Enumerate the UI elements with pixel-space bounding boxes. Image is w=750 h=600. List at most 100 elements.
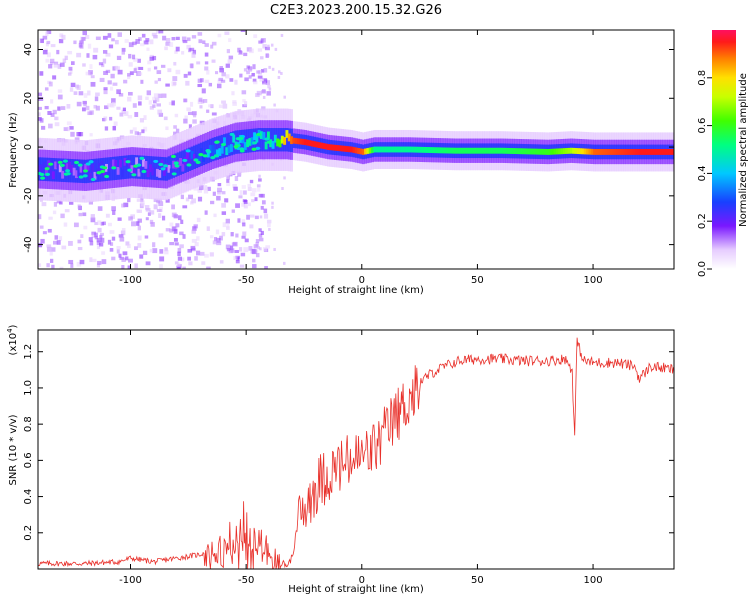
spectrogram-ridge-cell [664,149,668,155]
spectrogram-noise-cell [222,103,228,109]
spectrogram-ridge-cell [65,163,69,172]
spectrogram-noise-cell [149,248,154,253]
spectrogram-ridge-cell [123,157,127,166]
spectrogram-noise-cell [209,235,214,239]
spectrogram-ridge-cell [132,168,136,177]
spectrogram-noise-cell [216,241,222,246]
spectrogram-noise-cell [261,106,266,111]
spectrogram-noise-cell [116,106,121,110]
spectrogram-noise-cell [251,188,257,193]
spectrogram-blob [131,173,137,177]
spectrogram-band-cell [146,156,150,180]
spectrogram-ridge-cell [340,145,344,152]
spectrogram-noise-cell [191,111,197,116]
spectrogram-noise-cell [204,253,209,258]
spectrogram-noise-cell [127,74,131,80]
spectrogram-noise-cell [101,63,105,68]
spectrogram-ridge-cell [118,159,122,168]
spectrogram-noise-cell [145,38,150,42]
spectrogram-ridge-cell [81,165,85,173]
spectrogram-band-cell [155,156,159,181]
spectrogram-blob [83,169,89,173]
spectrogram-noise-cell [205,267,210,269]
spectrogram-ridge-cell [142,158,145,167]
spectrogram-blob [111,166,117,170]
spectrogram-frame [37,29,675,270]
spectrogram-noise-cell [146,90,152,96]
spectrogram-noise-cell [181,51,185,55]
spectrogram-noise-cell [263,213,269,219]
spectrogram-ytick-label: -40 [23,236,34,252]
spectrogram-noise-cell [86,53,90,58]
spectrogram-noise-cell [156,103,161,107]
spectrogram-ridge-cell [100,160,104,169]
spectrogram-noise-cell [210,200,215,205]
spectrogram-ridge-cell [660,149,664,155]
spectrogram-ridge-cell [243,142,247,150]
spectrogram-noise-cell [154,80,158,84]
spectrogram-ridge-cell [227,145,231,154]
spectrogram-ridge-cell [216,149,219,158]
spectrogram-ridge-cell [283,137,287,145]
snr-xtick-label: 0 [359,575,365,586]
spectrogram-noise-cell [149,54,154,59]
spectrogram-noise-cell [107,33,112,38]
spectrogram-ridge-cell [465,147,469,154]
spectrogram-noise-cell [117,69,123,75]
spectrogram-noise-cell [173,229,178,234]
spectrogram-noise-cell [38,263,42,267]
spectrogram-noise-cell [134,246,138,251]
spectrogram-noise-cell [116,55,122,61]
spectrogram-noise-cell [193,186,199,191]
spectrogram-ridge-cell [218,148,222,156]
spectrogram-noise-cell [131,221,136,227]
spectrogram-noise-cell [224,198,229,203]
spectrogram-noise-cell [103,87,108,91]
spectrogram-noise-cell [238,195,243,199]
spectrogram-ridge-cell [72,167,76,176]
snr-ytick-label: 0.8 [23,416,34,432]
spectrogram-noise-cell [239,190,243,196]
spectrogram-noise-cell [260,193,266,198]
snr-scale-prefix: (x10 [8,333,19,356]
spectrogram-noise-cell [243,205,248,209]
spectrogram-ridge-cell [562,148,566,155]
spectrogram-noise-cell [258,178,262,182]
spectrogram-noise-cell [139,118,144,123]
spectrogram-noise-cell [242,222,246,227]
spectrogram-xtick-label: 100 [584,275,603,286]
spectrogram-noise-cell [206,109,210,113]
spectrogram-noise-cell [46,30,52,35]
spectrogram-noise-cell [267,44,270,48]
spectrogram-noise-cell [217,183,222,187]
spectrogram-noise-cell [221,203,226,208]
spectrogram-ridge-cell [93,171,97,180]
spectrogram-noise-cell [159,256,165,262]
spectrogram-noise-cell [41,125,46,130]
spectrogram-ridge-cell [294,138,298,144]
spectrogram-ridge-cell [40,164,44,173]
spectrogram-ridge-cell [650,149,654,155]
spectrogram-ridge-cell [456,147,460,154]
spectrogram-ridge-cell [98,162,102,171]
spectrogram-band-cell [186,148,189,172]
spectrogram-ridge-cell [593,149,596,155]
spectrogram-blob [136,163,142,167]
colorbar: 0.0 0.2 0.4 0.6 0.8 Normalized spectral ampl… [697,30,749,277]
spectrogram-noise-cell [109,116,113,121]
spectrogram-noise-cell [121,51,125,55]
spectrogram-noise-cell [118,93,124,97]
spectrogram-ridge-cell [54,161,58,170]
spectrogram-ridge-cell [313,141,317,148]
spectrogram-noise-cell [188,261,193,266]
spectrogram-ridge-cell [162,168,166,176]
spectrogram-noise-cell [208,82,213,87]
spectrogram-ridge-cell [482,147,485,154]
spectrogram-noise-cell [146,47,150,51]
spectrogram-noise-cell [46,52,51,58]
spectrogram-noise-cell [169,228,173,233]
spectrogram-noise-cell [145,217,149,221]
snr-panel: -100 -50 0 50 100 0.2 0.4 0.6 0.8 1.0 1.2 Height o… [6,324,675,595]
snr-scale-exponent: 4 [6,328,14,333]
colorbar-tick-label: 0.6 [697,118,708,134]
